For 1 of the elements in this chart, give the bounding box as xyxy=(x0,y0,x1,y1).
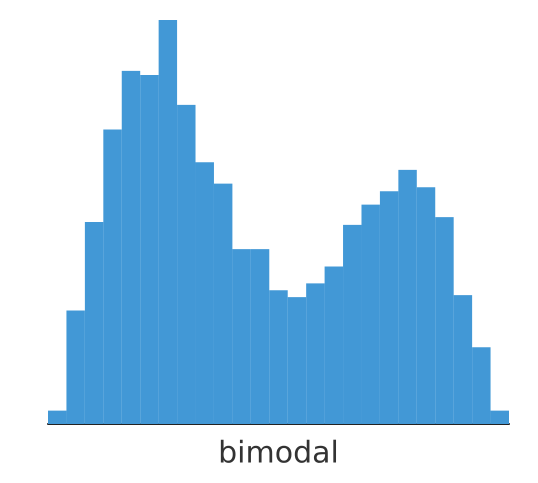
x-axis-title: bimodal xyxy=(218,436,339,470)
